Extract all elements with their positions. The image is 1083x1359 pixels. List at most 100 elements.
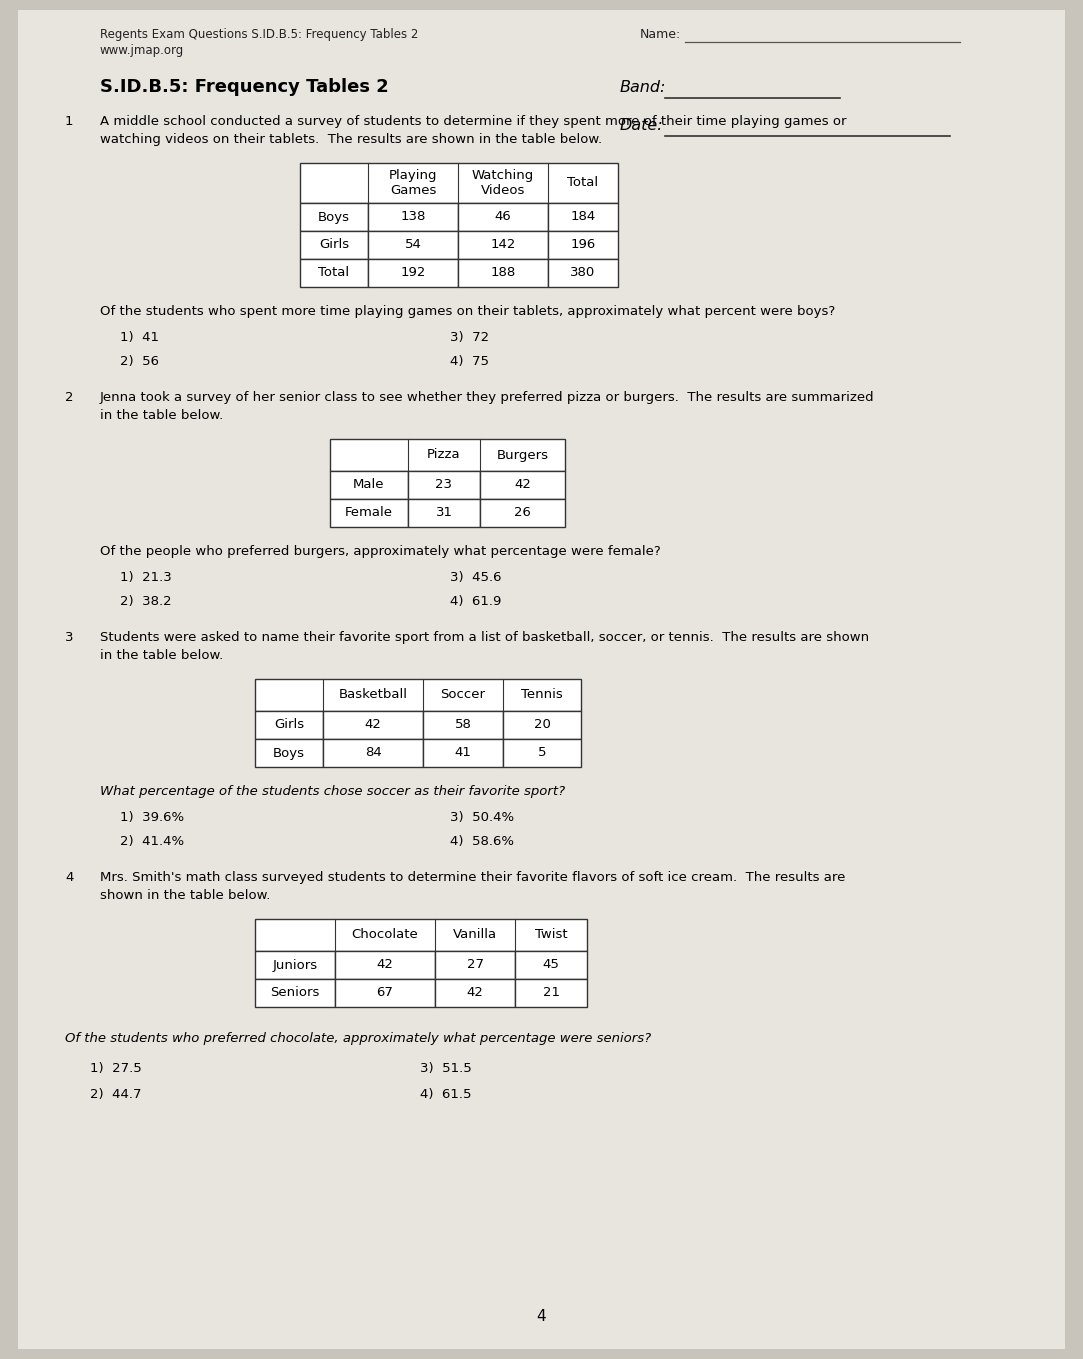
Bar [255, 711, 323, 739]
Bar [516, 978, 587, 1007]
Text: Jenna took a survey of her senior class to see whether they preferred pizza or b: Jenna took a survey of her senior class … [100, 391, 875, 404]
Text: 20: 20 [534, 719, 550, 731]
Text: S.ID.B.5: Frequency Tables 2: S.ID.B.5: Frequency Tables 2 [100, 77, 389, 96]
Bar [548, 260, 618, 287]
Text: Date:: Date: [619, 118, 664, 133]
Bar [548, 202, 618, 231]
Text: 2)  38.2: 2) 38.2 [120, 595, 171, 607]
Text: 41: 41 [455, 746, 471, 760]
Text: 1)  39.6%: 1) 39.6% [120, 811, 184, 824]
Bar [323, 711, 423, 739]
Text: What percentage of the students chose soccer as their favorite sport?: What percentage of the students chose so… [100, 786, 565, 798]
Text: Mrs. Smith's math class surveyed students to determine their favorite flavors of: Mrs. Smith's math class surveyed student… [100, 871, 846, 883]
Bar [335, 978, 435, 1007]
Bar [503, 711, 580, 739]
Text: 84: 84 [365, 746, 381, 760]
Text: 192: 192 [401, 266, 426, 280]
Text: 3)  50.4%: 3) 50.4% [451, 811, 514, 824]
Text: 67: 67 [377, 987, 393, 999]
Text: A middle school conducted a survey of students to determine if they spent more o: A middle school conducted a survey of st… [100, 116, 847, 128]
Text: Girls: Girls [274, 719, 304, 731]
Text: 1)  41: 1) 41 [120, 332, 159, 344]
Text: 196: 196 [571, 238, 596, 251]
Text: 46: 46 [495, 211, 511, 223]
Text: 4: 4 [65, 871, 74, 883]
Text: Total: Total [567, 177, 599, 189]
Text: Total: Total [318, 266, 350, 280]
Bar [480, 499, 565, 527]
Text: 3)  45.6: 3) 45.6 [451, 571, 501, 584]
Bar [300, 202, 368, 231]
Bar [368, 260, 458, 287]
Text: Playing
Games: Playing Games [389, 169, 438, 197]
Text: 1: 1 [65, 116, 74, 128]
Bar [323, 739, 423, 766]
Bar [300, 163, 618, 202]
Text: 3)  51.5: 3) 51.5 [420, 1061, 472, 1075]
Text: Of the students who spent more time playing games on their tablets, approximatel: Of the students who spent more time play… [100, 304, 835, 318]
Text: Tennis: Tennis [521, 689, 563, 701]
Text: Pizza: Pizza [427, 448, 460, 462]
Bar [330, 472, 408, 499]
Bar [548, 231, 618, 260]
Text: shown in the table below.: shown in the table below. [100, 889, 271, 902]
Text: Soccer: Soccer [441, 689, 485, 701]
Bar [255, 919, 587, 951]
Text: Vanilla: Vanilla [453, 928, 497, 942]
Bar [335, 951, 435, 978]
Bar [300, 231, 368, 260]
Text: in the table below.: in the table below. [100, 650, 223, 662]
Text: Male: Male [353, 478, 384, 492]
Text: 2)  44.7: 2) 44.7 [90, 1089, 142, 1101]
Text: Burgers: Burgers [496, 448, 548, 462]
Text: watching videos on their tablets.  The results are shown in the table below.: watching videos on their tablets. The re… [100, 133, 602, 145]
Text: Basketball: Basketball [339, 689, 407, 701]
Text: 1)  21.3: 1) 21.3 [120, 571, 172, 584]
Text: Juniors: Juniors [273, 958, 317, 972]
Text: 42: 42 [377, 958, 393, 972]
Bar [435, 951, 516, 978]
Text: Watching
Videos: Watching Videos [472, 169, 534, 197]
Bar [255, 951, 335, 978]
Text: 45: 45 [543, 958, 560, 972]
Text: 2: 2 [65, 391, 74, 404]
Bar [255, 978, 335, 1007]
Text: Regents Exam Questions S.ID.B.5: Frequency Tables 2: Regents Exam Questions S.ID.B.5: Frequen… [100, 29, 418, 41]
Text: 1)  27.5: 1) 27.5 [90, 1061, 142, 1075]
Text: 27: 27 [467, 958, 483, 972]
Text: Seniors: Seniors [271, 987, 319, 999]
Text: in the table below.: in the table below. [100, 409, 223, 423]
Bar [368, 202, 458, 231]
Bar [368, 231, 458, 260]
Text: 4: 4 [537, 1309, 546, 1324]
Bar [458, 231, 548, 260]
Text: 42: 42 [514, 478, 531, 492]
Bar [255, 680, 580, 711]
Text: 2)  41.4%: 2) 41.4% [120, 834, 184, 848]
Text: 3: 3 [65, 631, 74, 644]
Bar [458, 260, 548, 287]
Bar [480, 472, 565, 499]
Bar [503, 739, 580, 766]
Text: 42: 42 [365, 719, 381, 731]
Text: Of the students who preferred chocolate, approximately what percentage were seni: Of the students who preferred chocolate,… [65, 1031, 651, 1045]
Text: Name:: Name: [640, 29, 681, 41]
Bar [330, 499, 408, 527]
Text: Girls: Girls [318, 238, 349, 251]
Text: Chocolate: Chocolate [352, 928, 418, 942]
Text: 4)  58.6%: 4) 58.6% [451, 834, 514, 848]
Text: Band:: Band: [619, 80, 666, 95]
Text: 31: 31 [435, 507, 453, 519]
Text: www.jmap.org: www.jmap.org [100, 43, 184, 57]
Text: Of the people who preferred burgers, approximately what percentage were female?: Of the people who preferred burgers, app… [100, 545, 661, 559]
Text: 4)  61.5: 4) 61.5 [420, 1089, 471, 1101]
Text: 138: 138 [401, 211, 426, 223]
Text: 42: 42 [467, 987, 483, 999]
Text: Female: Female [345, 507, 393, 519]
Text: Boys: Boys [273, 746, 305, 760]
Bar [423, 711, 503, 739]
Bar [408, 472, 480, 499]
Text: Boys: Boys [318, 211, 350, 223]
Text: 21: 21 [543, 987, 560, 999]
Bar [255, 739, 323, 766]
